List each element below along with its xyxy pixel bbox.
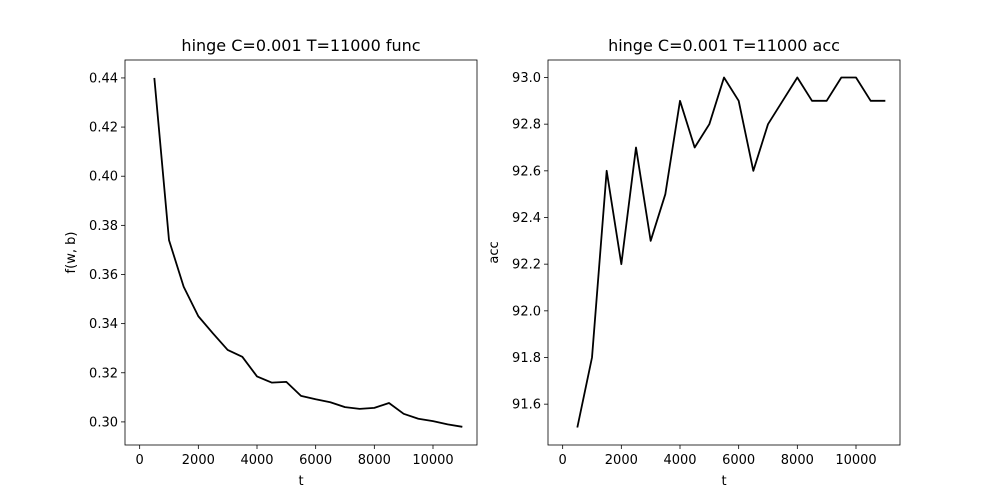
- x-axis-label: t: [298, 474, 303, 489]
- y-tick-label: 92.4: [512, 211, 541, 226]
- y-tick-label: 92.2: [512, 258, 541, 273]
- x-tick-label: 8000: [781, 453, 814, 468]
- series-line: [153, 77, 463, 428]
- x-tick-label: 4000: [240, 453, 273, 468]
- x-tick-label: 2000: [605, 453, 638, 468]
- chart-title: hinge C=0.001 T=11000 acc: [608, 36, 840, 55]
- x-axis-label: t: [721, 474, 726, 489]
- x-tick-label: 10000: [412, 453, 453, 468]
- series-line: [576, 76, 886, 428]
- y-tick-label: 0.30: [89, 415, 118, 430]
- chart-2: hinge C=0.001 T=11000 acc 0 2000 4000 6000 80…: [487, 36, 901, 489]
- x-tick-label: 4000: [663, 453, 696, 468]
- x-tick-label: 10000: [835, 453, 876, 468]
- x-tick-label: 0: [559, 453, 567, 468]
- y-tick-label: 0.34: [89, 317, 118, 332]
- y-tick-label: 93.0: [512, 71, 541, 86]
- y-tick-label: 0.32: [89, 366, 118, 381]
- y-tick-label: 92.8: [512, 118, 541, 133]
- plot-frame: [124, 59, 478, 446]
- y-tick-label: 0.44: [89, 71, 118, 86]
- x-tick-label: 6000: [722, 453, 755, 468]
- y-tick-label: 91.6: [512, 398, 541, 413]
- y-axis-label: f(w, b): [64, 232, 79, 274]
- y-tick-label: 0.42: [89, 121, 118, 136]
- y-tick-label: 92.0: [512, 304, 541, 319]
- x-tick-label: 0: [136, 453, 144, 468]
- y-tick-label: 92.6: [512, 164, 541, 179]
- x-tick-label: 8000: [358, 453, 391, 468]
- y-tick-label: 0.38: [89, 219, 118, 234]
- x-tick-label: 6000: [299, 453, 332, 468]
- plot-frame: [547, 59, 901, 446]
- y-axis-label: acc: [487, 241, 502, 263]
- chart-title: hinge C=0.001 T=11000 func: [181, 36, 420, 55]
- x-tick-label: 2000: [182, 453, 215, 468]
- y-tick-label: 0.40: [89, 170, 118, 185]
- y-tick-label: 91.8: [512, 351, 541, 366]
- chart-1: hinge C=0.001 T=11000 func 0 2000 4000 6000 8…: [64, 36, 478, 489]
- y-tick-label: 0.36: [89, 268, 118, 283]
